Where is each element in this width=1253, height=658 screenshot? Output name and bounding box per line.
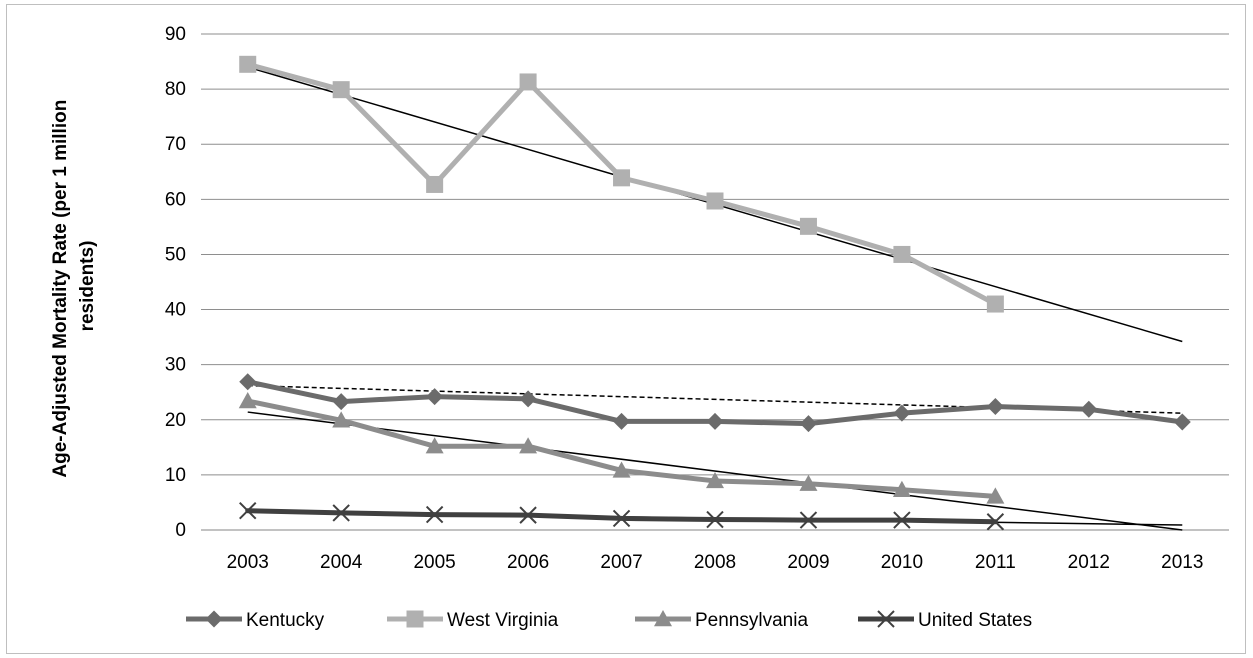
point-united-states — [893, 511, 911, 529]
point-west-virginia — [706, 192, 724, 210]
y-axis-label-line-2: residents) — [77, 241, 98, 332]
point-united-states — [519, 506, 537, 524]
x-tick-label: 2005 — [413, 552, 455, 573]
y-tick-label: 0 — [175, 520, 186, 541]
point-west-virginia — [799, 217, 817, 235]
point-kentucky — [519, 390, 537, 408]
series-markers — [238, 55, 1191, 531]
point-pennsylvania — [986, 487, 1005, 504]
series-lines — [245, 61, 1185, 525]
x-tick-label: 2003 — [227, 552, 269, 573]
point-united-states — [332, 504, 350, 522]
y-tick-label: 70 — [165, 134, 186, 155]
y-tick-label: 30 — [165, 355, 186, 376]
legend: Kentucky West Virginia Pennsylvania United … — [186, 610, 1032, 631]
y-tick-label: 50 — [165, 244, 186, 265]
trendline-pennsylvania — [247, 411, 1183, 531]
series-line-united-states — [245, 508, 998, 525]
point-united-states — [799, 511, 818, 529]
legend-marker-kentucky — [205, 610, 223, 628]
point-west-virginia — [519, 73, 537, 91]
point-pennsylvania — [612, 461, 631, 478]
point-west-virginia — [613, 169, 631, 187]
point-kentucky — [1173, 413, 1191, 431]
y-tick-label: 60 — [165, 189, 186, 210]
point-united-states — [986, 513, 1005, 531]
legend-label-west-virginia: West Virginia — [447, 610, 559, 631]
legend-label-kentucky: Kentucky — [246, 610, 325, 631]
x-tick-label: 2012 — [1068, 552, 1110, 573]
point-pennsylvania — [519, 437, 538, 454]
legend-marker-west-virginia — [406, 610, 424, 628]
legend-label-pennsylvania: Pennsylvania — [695, 610, 808, 631]
x-tick-label: 2013 — [1161, 552, 1203, 573]
point-pennsylvania — [332, 411, 351, 428]
point-kentucky — [426, 388, 444, 406]
point-kentucky — [986, 398, 1004, 416]
point-west-virginia — [332, 81, 350, 99]
point-pennsylvania — [425, 437, 444, 454]
x-tick-label: 2011 — [975, 552, 1016, 573]
point-kentucky — [613, 412, 631, 430]
point-pennsylvania — [706, 471, 724, 489]
point-kentucky — [893, 404, 911, 422]
point-west-virginia — [893, 245, 911, 263]
point-west-virginia — [239, 55, 257, 73]
x-tick-label: 2006 — [507, 552, 549, 573]
x-tick-labels: 2003 2004 2005 2006 2007 2008 2009 2010 2011 2012… — [227, 552, 1204, 573]
gridlines — [201, 33, 1229, 531]
x-tick-label: 2007 — [600, 552, 642, 573]
point-west-virginia — [426, 175, 444, 193]
legend-marker-united-states — [877, 610, 895, 628]
point-kentucky — [332, 393, 350, 411]
x-tick-label: 2009 — [787, 552, 829, 573]
y-tick-label: 20 — [165, 410, 186, 431]
legend-marker-pennsylvania — [654, 610, 672, 627]
point-united-states — [706, 510, 724, 529]
y-axis-label-line-1: Age-Adjusted Mortality Rate (per 1 milli… — [50, 100, 71, 478]
point-united-states — [239, 502, 257, 520]
point-pennsylvania — [799, 474, 818, 491]
y-tick-label: 10 — [165, 465, 186, 486]
x-tick-label: 2008 — [694, 552, 736, 573]
point-pennsylvania — [238, 392, 257, 409]
x-tick-label: 2004 — [320, 552, 363, 573]
y-tick-label: 80 — [165, 79, 186, 100]
chart-frame — [6, 4, 1246, 654]
point-kentucky — [799, 415, 817, 433]
point-kentucky — [706, 412, 724, 430]
y-tick-label: 40 — [165, 300, 186, 321]
y-axis-label: Age-Adjusted Mortality Rate (per 1 milli… — [50, 94, 98, 477]
y-tick-label: 90 — [165, 24, 186, 45]
point-pennsylvania — [892, 480, 911, 497]
x-tick-label: 2010 — [881, 552, 923, 573]
point-kentucky — [239, 373, 257, 391]
point-united-states — [425, 505, 444, 524]
y-tick-labels: 0 10 20 30 40 50 60 70 80 90 — [165, 24, 186, 541]
point-kentucky — [1080, 400, 1098, 418]
legend-label-united-states: United States — [918, 610, 1032, 631]
point-west-virginia — [986, 295, 1004, 313]
point-united-states — [612, 509, 631, 528]
